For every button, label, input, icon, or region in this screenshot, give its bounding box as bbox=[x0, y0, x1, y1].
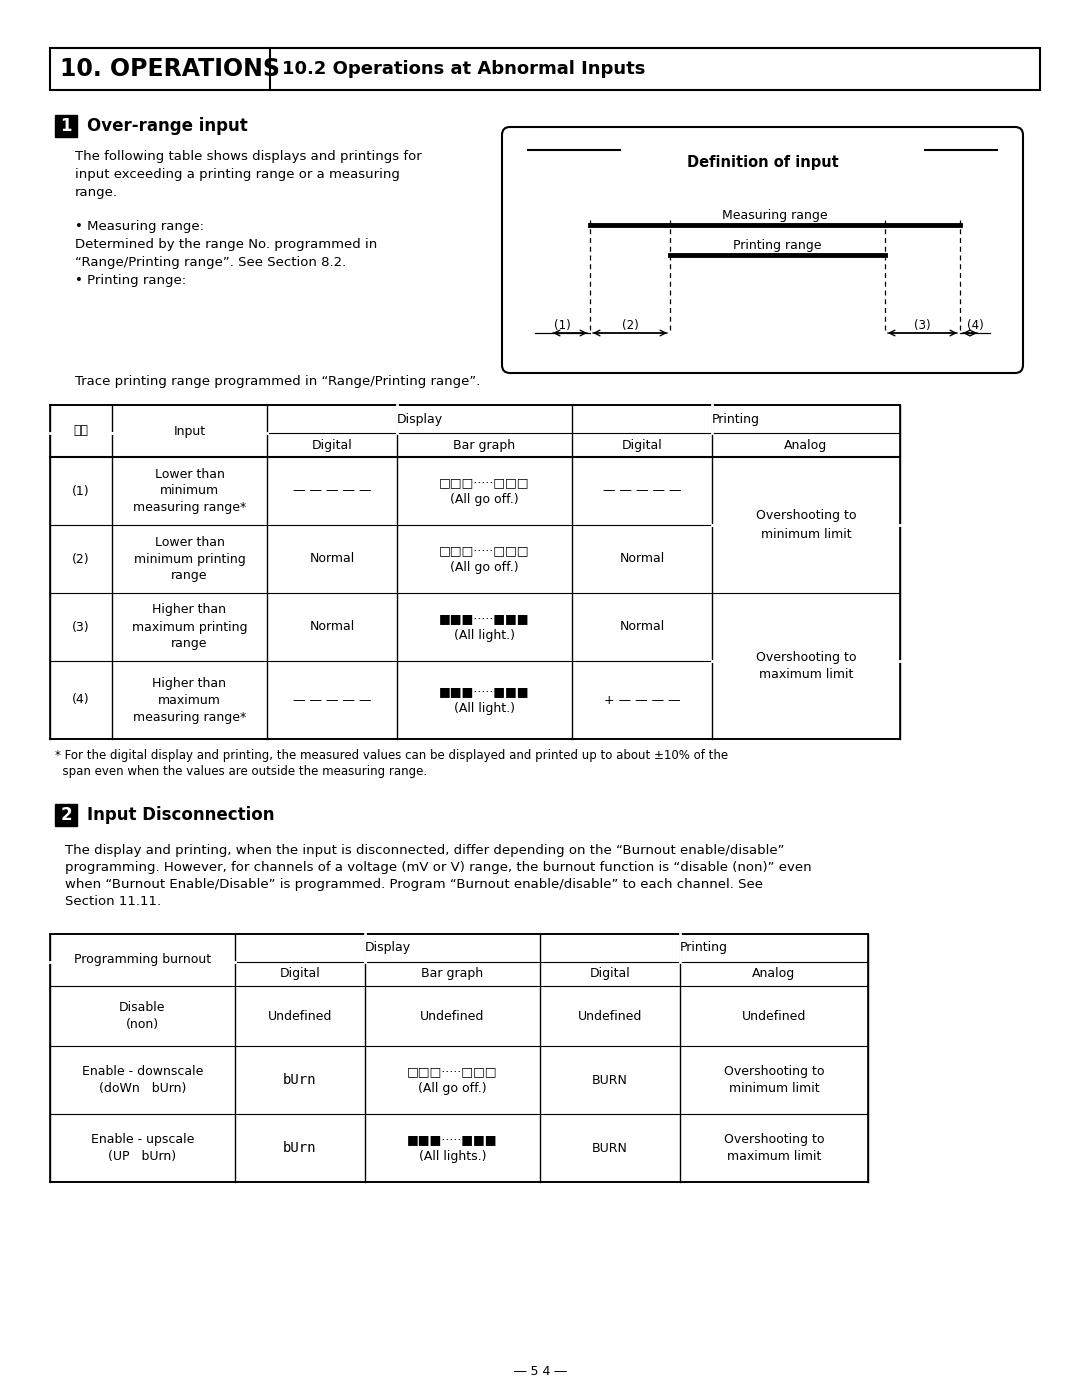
Text: (4): (4) bbox=[72, 693, 90, 707]
FancyBboxPatch shape bbox=[502, 127, 1023, 373]
Text: □□□·····□□□
(All go off.): □□□·····□□□ (All go off.) bbox=[440, 543, 530, 574]
Bar bbox=[55, 115, 77, 137]
Text: Digital: Digital bbox=[280, 968, 321, 981]
Text: Over-range input: Over-range input bbox=[87, 117, 247, 136]
Text: 10.2 Operations at Abnormal Inputs: 10.2 Operations at Abnormal Inputs bbox=[282, 60, 646, 78]
Text: ■■■·····■■■
(All lights.): ■■■·····■■■ (All lights.) bbox=[407, 1133, 498, 1162]
Text: □□□·····□□□
(All go off.): □□□·····□□□ (All go off.) bbox=[407, 1065, 498, 1095]
Text: BURN: BURN bbox=[592, 1073, 627, 1087]
Text: The display and printing, when the input is disconnected, differ depending on th: The display and printing, when the input… bbox=[65, 844, 784, 856]
Text: 2: 2 bbox=[60, 806, 71, 824]
Text: Digital: Digital bbox=[590, 968, 631, 981]
Text: ― 5 4 ―: ― 5 4 ― bbox=[514, 1365, 566, 1377]
Text: Printing: Printing bbox=[680, 942, 728, 954]
Text: Enable - upscale
(UP   bUrn): Enable - upscale (UP bUrn) bbox=[91, 1133, 194, 1162]
Text: (1): (1) bbox=[72, 485, 90, 497]
Text: Trace printing range programmed in “Range/Printing range”.: Trace printing range programmed in “Rang… bbox=[75, 374, 481, 388]
Text: (3): (3) bbox=[72, 620, 90, 633]
Text: Undefined: Undefined bbox=[268, 1010, 333, 1023]
Bar bbox=[55, 805, 77, 826]
Text: Bar graph: Bar graph bbox=[454, 439, 515, 451]
Text: Analog: Analog bbox=[784, 439, 827, 451]
Text: ■■■·····■■■
(All light.): ■■■·····■■■ (All light.) bbox=[440, 612, 530, 643]
Text: (1): (1) bbox=[554, 319, 571, 332]
Text: • Printing range:: • Printing range: bbox=[75, 274, 186, 286]
Text: Lower than
minimum printing
range: Lower than minimum printing range bbox=[134, 535, 245, 583]
Text: — — — — —: — — — — — bbox=[603, 485, 681, 497]
Text: BURN: BURN bbox=[592, 1141, 627, 1154]
Text: input exceeding a printing range or a measuring: input exceeding a printing range or a me… bbox=[75, 168, 400, 182]
Text: □□□·····□□□
(All go off.): □□□·····□□□ (All go off.) bbox=[440, 476, 530, 506]
Text: bUrn: bUrn bbox=[283, 1141, 316, 1155]
Text: Higher than
maximum
measuring range*: Higher than maximum measuring range* bbox=[133, 676, 246, 724]
Text: Analog: Analog bbox=[753, 968, 796, 981]
Text: * For the digital display and printing, the measured values can be displayed and: * For the digital display and printing, … bbox=[55, 749, 728, 761]
Text: Undefined: Undefined bbox=[578, 1010, 643, 1023]
Text: (4): (4) bbox=[967, 319, 984, 332]
Text: — — — — —: — — — — — bbox=[293, 485, 372, 497]
Text: Printing range: Printing range bbox=[733, 239, 822, 251]
Text: Digital: Digital bbox=[312, 439, 352, 451]
Text: Higher than
maximum printing
range: Higher than maximum printing range bbox=[132, 604, 247, 651]
Text: Measuring range: Measuring range bbox=[723, 210, 827, 222]
Text: — — — — —: — — — — — bbox=[293, 693, 372, 707]
Text: Overshooting to
maximum limit: Overshooting to maximum limit bbox=[756, 651, 856, 682]
Text: Section 11.11.: Section 11.11. bbox=[65, 895, 161, 908]
Text: bUrn: bUrn bbox=[283, 1073, 316, 1087]
Bar bbox=[50, 935, 868, 1182]
Text: The following table shows displays and printings for: The following table shows displays and p… bbox=[75, 149, 422, 163]
Bar bbox=[50, 405, 900, 739]
Text: 10. OPERATIONS: 10. OPERATIONS bbox=[60, 57, 280, 81]
Text: Normal: Normal bbox=[619, 620, 664, 633]
Text: range.: range. bbox=[75, 186, 118, 198]
Text: Overshooting to
minimum limit: Overshooting to minimum limit bbox=[724, 1065, 824, 1095]
Text: Undefined: Undefined bbox=[420, 1010, 485, 1023]
Text: Disable
(non): Disable (non) bbox=[119, 1002, 165, 1031]
Text: • Measuring range:: • Measuring range: bbox=[75, 219, 204, 233]
Text: “Range/Printing range”. See Section 8.2.: “Range/Printing range”. See Section 8.2. bbox=[75, 256, 347, 270]
Text: 区分: 区分 bbox=[73, 425, 89, 437]
Text: Definition of input: Definition of input bbox=[687, 155, 838, 170]
Bar bbox=[50, 47, 1040, 89]
Text: Programming burnout: Programming burnout bbox=[73, 954, 211, 967]
Text: + — — — —: + — — — — bbox=[604, 693, 680, 707]
Text: span even when the values are outside the measuring range.: span even when the values are outside th… bbox=[55, 766, 427, 778]
Text: (2): (2) bbox=[622, 319, 638, 332]
Text: Input Disconnection: Input Disconnection bbox=[87, 806, 274, 824]
Text: Enable - downscale
(doWn   bUrn): Enable - downscale (doWn bUrn) bbox=[82, 1065, 203, 1095]
Text: 1: 1 bbox=[60, 117, 71, 136]
Text: Determined by the range No. programmed in: Determined by the range No. programmed i… bbox=[75, 237, 377, 251]
Text: Printing: Printing bbox=[712, 412, 760, 426]
Text: (3): (3) bbox=[914, 319, 931, 332]
Text: (2): (2) bbox=[72, 552, 90, 566]
Text: Input: Input bbox=[174, 425, 205, 437]
Text: ■■■·····■■■
(All light.): ■■■·····■■■ (All light.) bbox=[440, 685, 530, 715]
Text: Display: Display bbox=[396, 412, 443, 426]
Text: Overshooting to
minimum limit: Overshooting to minimum limit bbox=[756, 510, 856, 541]
Text: Lower than
minimum
measuring range*: Lower than minimum measuring range* bbox=[133, 468, 246, 514]
Text: Normal: Normal bbox=[309, 552, 354, 566]
Text: when “Burnout Enable/Disable” is programmed. Program “Burnout enable/disable” to: when “Burnout Enable/Disable” is program… bbox=[65, 877, 762, 891]
Text: Bar graph: Bar graph bbox=[421, 968, 484, 981]
Text: Overshooting to
maximum limit: Overshooting to maximum limit bbox=[724, 1133, 824, 1162]
Text: Display: Display bbox=[364, 942, 410, 954]
Text: Normal: Normal bbox=[309, 620, 354, 633]
Text: Normal: Normal bbox=[619, 552, 664, 566]
Text: Digital: Digital bbox=[622, 439, 662, 451]
Text: Undefined: Undefined bbox=[742, 1010, 806, 1023]
Text: programming. However, for channels of a voltage (mV or V) range, the burnout fun: programming. However, for channels of a … bbox=[65, 861, 812, 875]
